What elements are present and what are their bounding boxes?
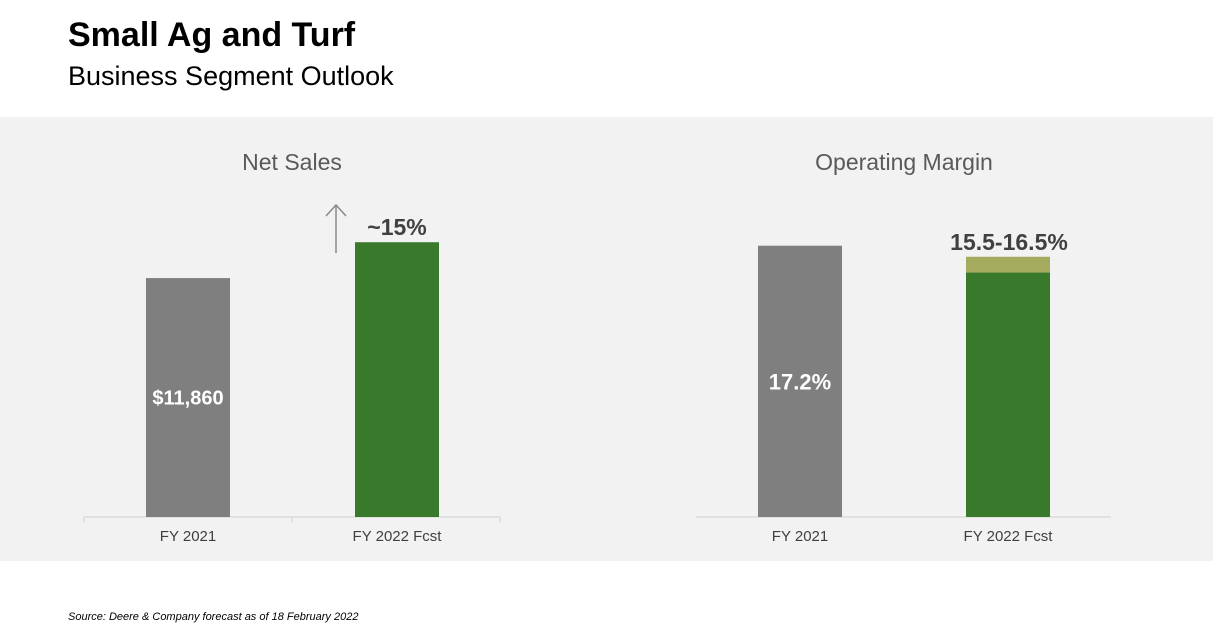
net-sales-tick-label-fy2021: FY 2021 (160, 528, 216, 545)
net-sales-chart: Net Sales $11,860 ~15% FY 2021 FY 2022 F… (83, 149, 501, 545)
net-sales-data-label-fy2021: $11,860 (152, 388, 223, 410)
operating-margin-chart-title: Operating Margin (815, 149, 993, 175)
operating-margin-data-label-fy2022-fcst: 15.5-16.5% (950, 229, 1068, 255)
net-sales-tick-label-fy2022-fcst: FY 2022 Fcst (353, 528, 443, 545)
operating-margin-bar-fy2021 (758, 245, 842, 517)
operating-margin-bar-fy2022-fcst (966, 272, 1050, 517)
operating-margin-range-band-fy2022-fcst (966, 256, 1050, 273)
operating-margin-tick-label-fy2022-fcst: FY 2022 Fcst (964, 528, 1054, 545)
page-subtitle: Business Segment Outlook (68, 61, 394, 91)
operating-margin-data-label-fy2021: 17.2% (769, 369, 831, 394)
net-sales-bar-fy2021 (146, 278, 230, 517)
net-sales-bar-fy2022-fcst (355, 242, 439, 517)
charts-canvas: Net Sales $11,860 ~15% FY 2021 FY 2022 F… (83, 149, 1111, 545)
operating-margin-chart: Operating Margin 17.2% 15.5-16.5% FY 202… (696, 149, 1111, 545)
page-title: Small Ag and Turf (68, 16, 356, 54)
source-footnote: Source: Deere & Company forecast as of 1… (68, 611, 359, 623)
net-sales-chart-title: Net Sales (242, 149, 342, 175)
up-arrow-icon (325, 203, 347, 253)
operating-margin-tick-label-fy2021: FY 2021 (772, 528, 828, 545)
net-sales-data-label-fy2022-fcst: ~15% (367, 214, 426, 240)
